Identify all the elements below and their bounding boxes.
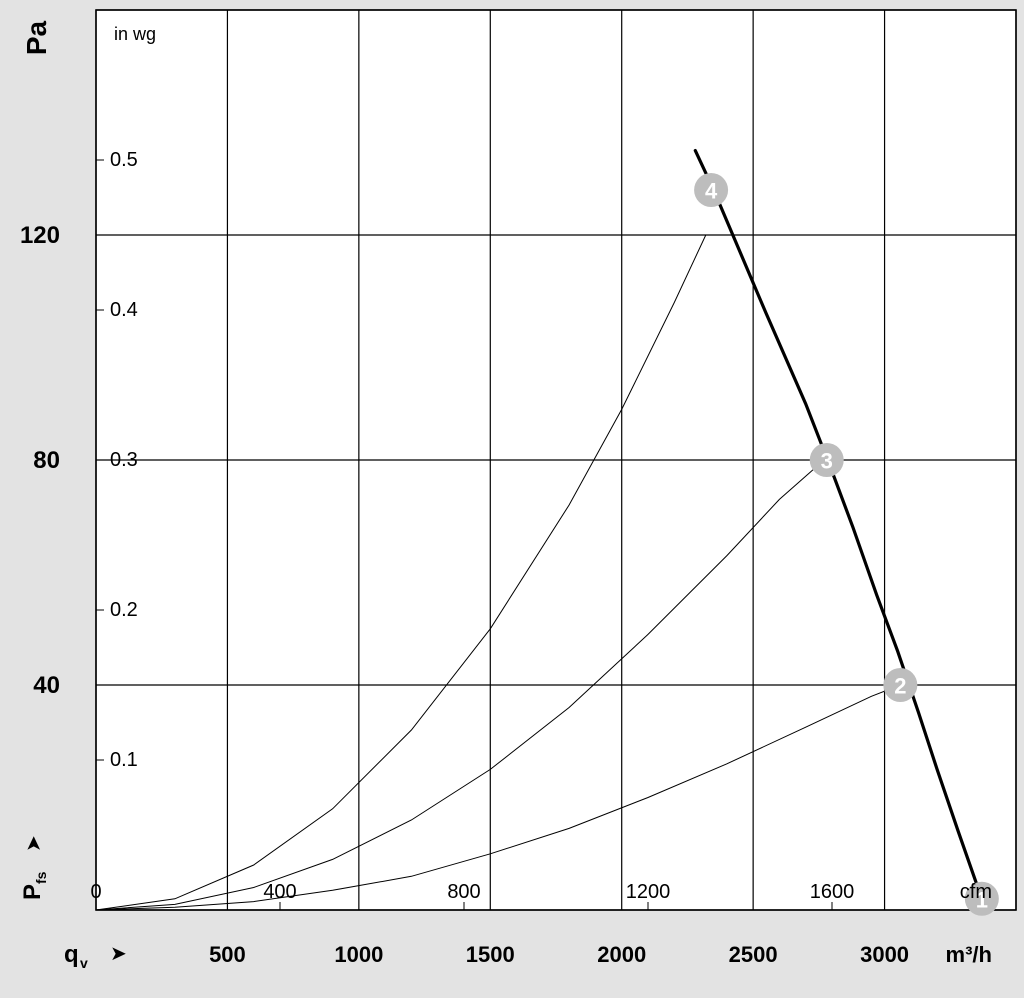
x-tick-label: 2500 [729,942,778,967]
x2-unit-label: cfm [960,881,992,903]
x-tick-label: 2000 [597,942,646,967]
svg-text:P: P [19,884,46,900]
x-tick-label: 3000 [860,942,909,967]
qv-axis-arrow: ➤ [110,943,127,965]
operating-point-label: 3 [821,449,833,474]
x2-tick-label: 400 [263,881,296,903]
y2-tick-label: 0.4 [110,299,138,321]
x-tick-label: 500 [209,942,246,967]
fan-curve-chart: 123440801200.10.20.30.40.504008001200160… [0,0,1024,998]
y2-tick-label: 0.3 [110,449,138,471]
y2-unit-label: in wg [114,24,156,44]
qv-axis-label: q [64,941,79,968]
operating-point-label: 2 [894,674,906,699]
x-tick-label: 1000 [334,942,383,967]
y-tick-label: 80 [33,447,60,474]
y-tick-label: 120 [20,222,60,249]
x-unit-label: m³/h [946,942,992,967]
y-tick-label: 40 [33,672,60,699]
y2-tick-label: 0.2 [110,599,138,621]
qv-axis-sub: v [80,955,88,971]
x2-tick-label: 0 [90,881,101,903]
svg-text:fs: fs [33,871,49,884]
x2-tick-label: 1600 [810,881,855,903]
x-tick-label: 1500 [466,942,515,967]
operating-point-label: 4 [705,179,718,204]
x2-tick-label: 1200 [626,881,671,903]
x2-tick-label: 800 [447,881,480,903]
y2-tick-label: 0.5 [110,149,138,171]
y-unit-label: Pa [21,20,52,55]
pfs-axis-label: Pfs ➤ [19,835,49,900]
chart-frame: 123440801200.10.20.30.40.504008001200160… [0,0,1024,998]
svg-text:➤: ➤ [23,835,45,852]
y2-tick-label: 0.1 [110,749,138,771]
